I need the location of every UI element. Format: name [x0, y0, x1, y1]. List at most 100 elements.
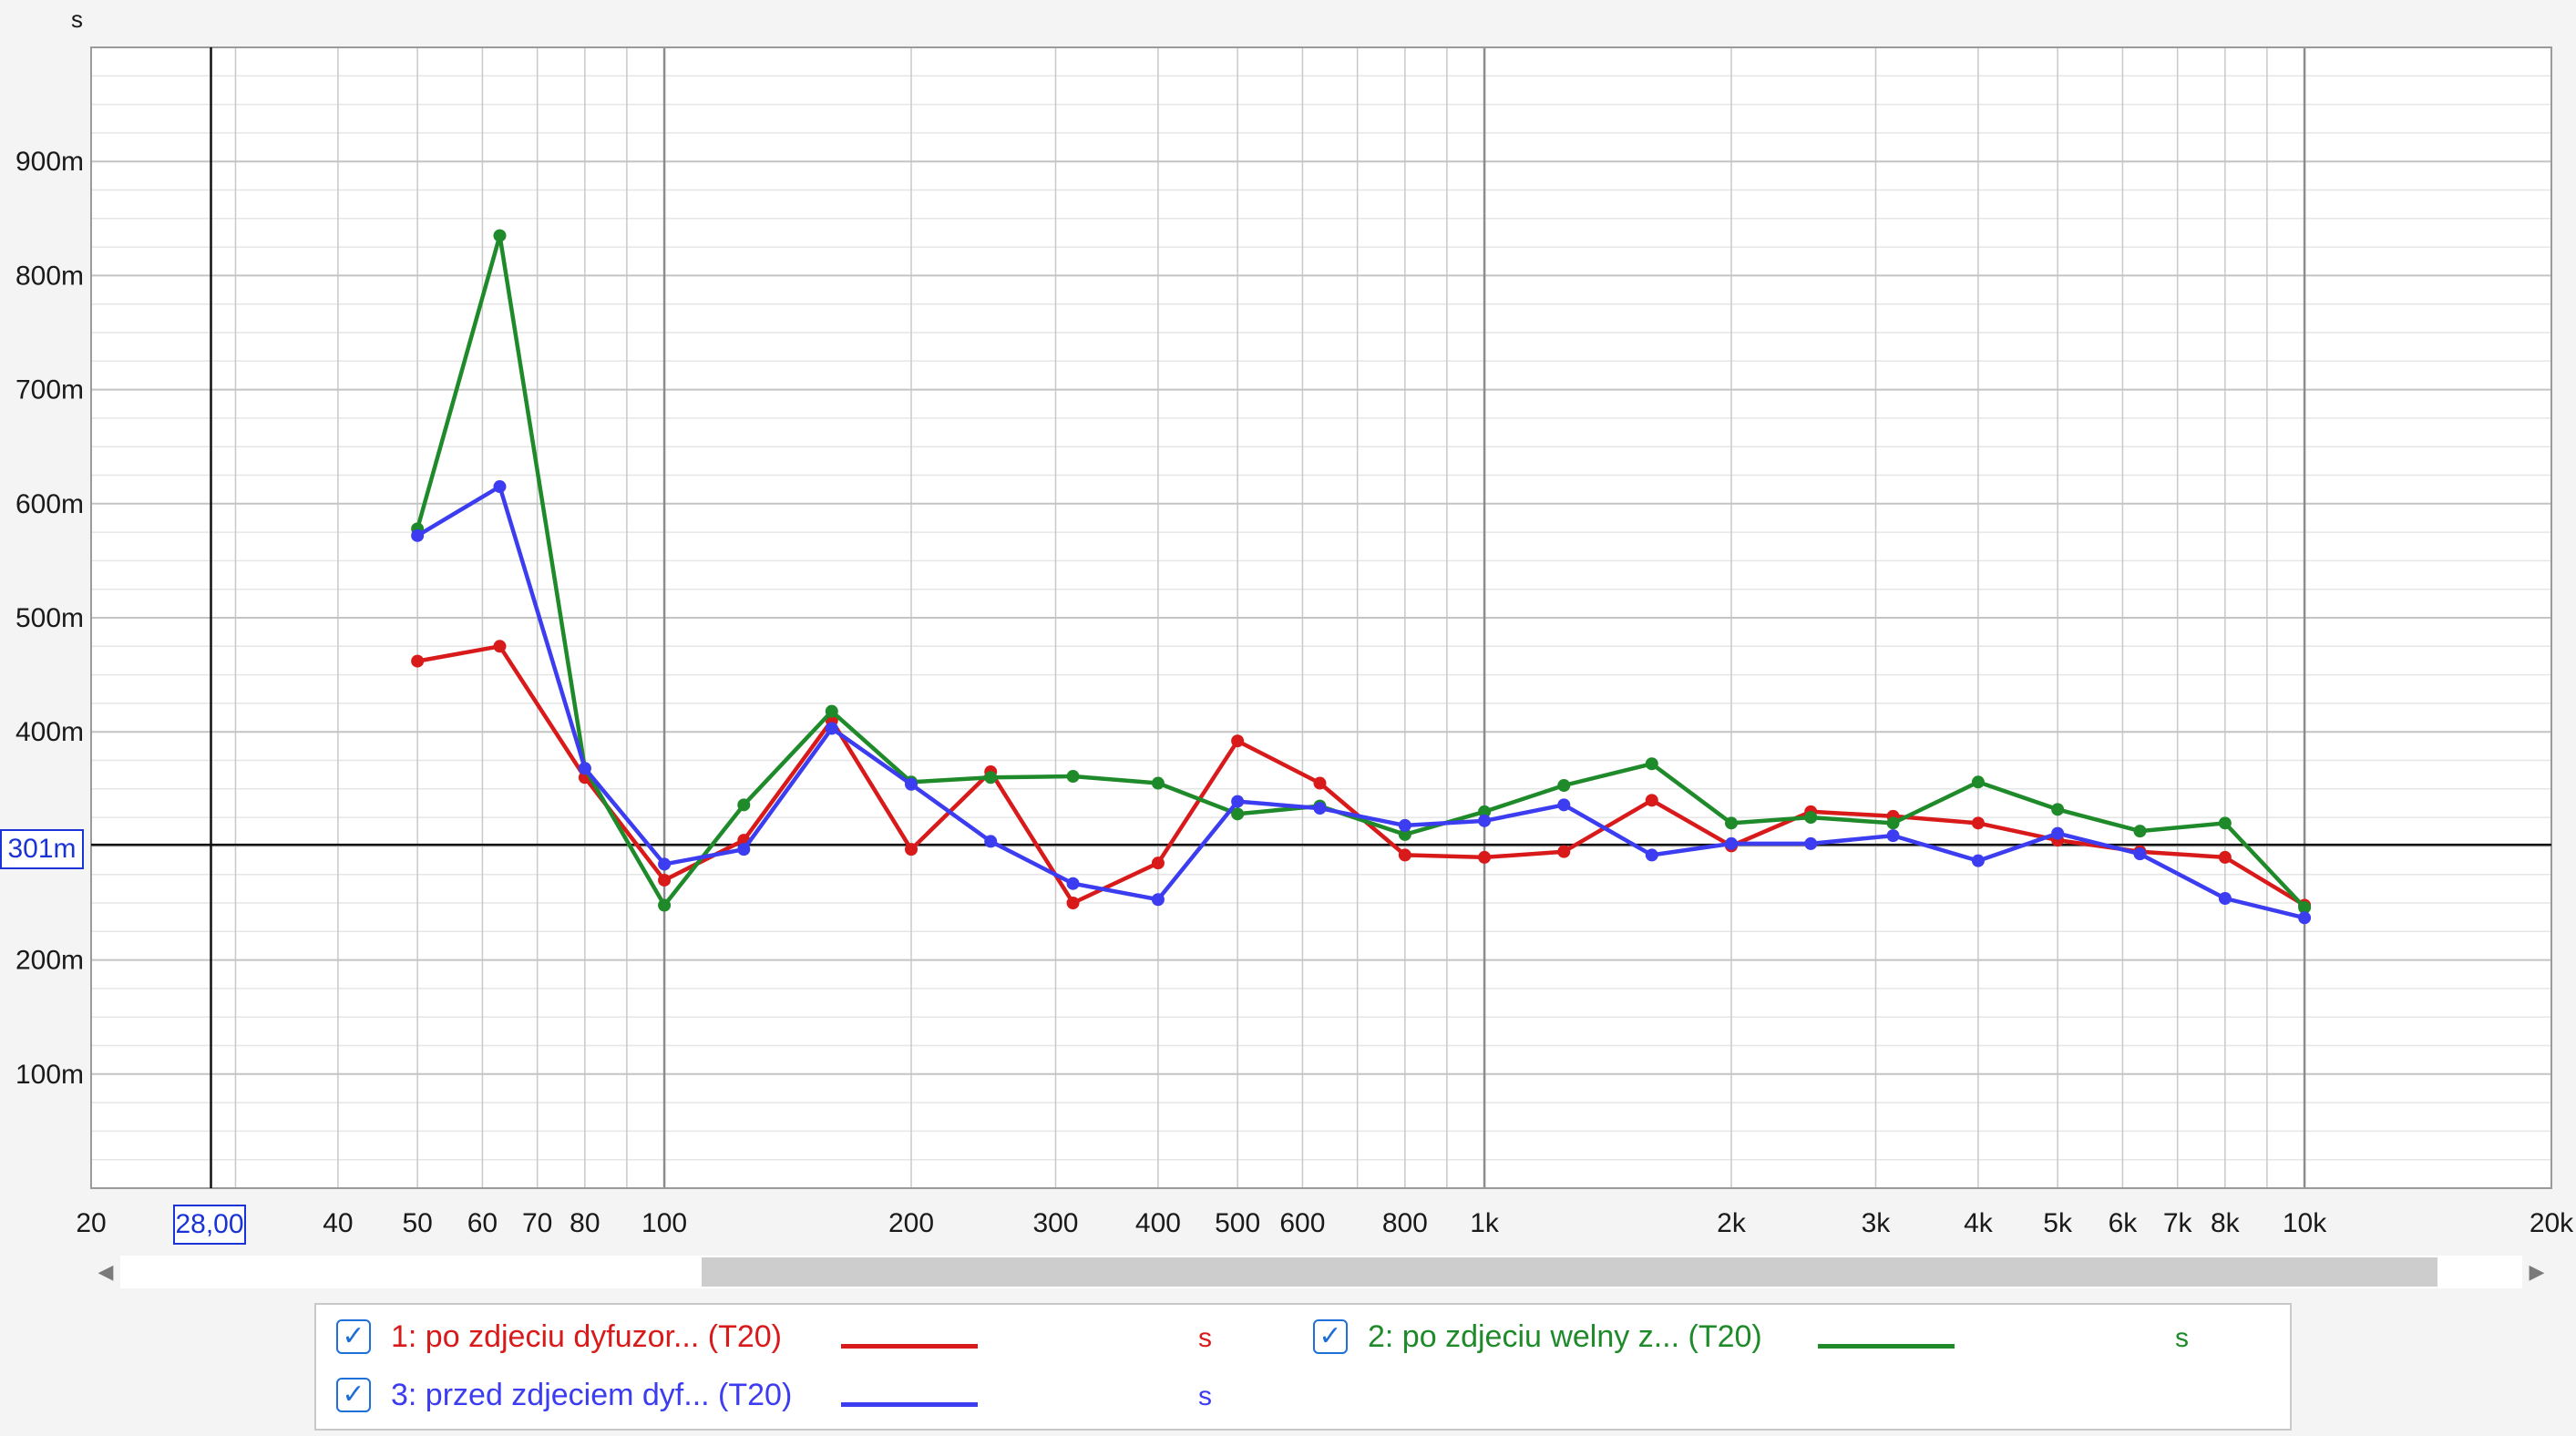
cursor-x-readout[interactable]: 28,00: [173, 1205, 246, 1245]
series-point-1: [1645, 794, 1658, 807]
x-tick-label: 800: [1382, 1208, 1428, 1238]
series-point-2: [1725, 816, 1738, 830]
legend-label: 2: po zdjeciu welny z... (T20): [1368, 1318, 1762, 1354]
series-point-3: [411, 528, 425, 542]
x-tick-label: 20k: [2530, 1208, 2574, 1238]
x-tick-label: 60: [467, 1208, 498, 1238]
series-point-3: [2298, 911, 2312, 925]
series-point-2: [984, 771, 998, 785]
legend-swatch-series-1: [841, 1344, 978, 1349]
x-tick-label: 200: [888, 1208, 934, 1238]
series-layer: [411, 229, 2312, 925]
scroll-thumb[interactable]: [702, 1257, 2437, 1287]
series-point-3: [1557, 798, 1571, 812]
legend-unit: s: [1198, 1381, 1212, 1411]
cursor-crosshair[interactable]: [91, 47, 2551, 1188]
scroll-right-icon[interactable]: ▶: [2529, 1260, 2545, 1283]
x-tick-label: 400: [1135, 1208, 1181, 1238]
series-point-3: [1151, 893, 1165, 907]
series-point-2: [1478, 805, 1492, 818]
x-tick-label: 300: [1032, 1208, 1078, 1238]
y-tick-label: 900m: [15, 147, 84, 177]
series-point-3: [1804, 836, 1818, 850]
x-tick-label: 6k: [2109, 1208, 2139, 1238]
x-tick-label: 80: [570, 1208, 600, 1238]
series-point-2: [1886, 816, 1900, 830]
series-point-3: [1886, 829, 1900, 843]
x-tick-label: 20: [76, 1208, 106, 1238]
series-point-1: [493, 640, 507, 653]
legend-unit: s: [1198, 1323, 1212, 1353]
series-point-3: [1066, 877, 1080, 890]
checkbox-icon[interactable]: ✓: [1313, 1319, 1348, 1354]
x-tick-label: 4k: [1964, 1208, 1994, 1238]
checkbox-icon[interactable]: ✓: [336, 1378, 371, 1412]
series-point-2: [2298, 901, 2312, 915]
series-point-2: [2133, 825, 2147, 838]
series-point-2: [1804, 811, 1818, 825]
series-point-2: [1971, 775, 1985, 789]
y-tick-label: 400m: [15, 717, 84, 747]
y-tick-label: 800m: [15, 261, 84, 291]
y-axis-ticks: 100m 200m 400m 500m 600m 700m 800m 900m: [15, 147, 84, 1090]
legend-swatch-series-3: [841, 1402, 978, 1407]
y-tick-label: 500m: [15, 603, 84, 633]
series-line-3: [416, 484, 2305, 920]
series-point-1: [411, 654, 425, 668]
series-point-2: [1151, 776, 1165, 790]
x-tick-label: 7k: [2163, 1208, 2193, 1238]
x-tick-label: 600: [1279, 1208, 1325, 1238]
series-point-2: [737, 798, 751, 812]
series-point-1: [1557, 845, 1571, 858]
legend-item-series-3[interactable]: ✓ 3: przed zdjeciem dyf... (T20): [336, 1372, 792, 1418]
legend-item-series-1[interactable]: ✓ 1: po zdjeciu dyfuzor... (T20): [336, 1314, 782, 1359]
series-point-1: [1231, 734, 1245, 748]
y-tick-label: 100m: [15, 1060, 84, 1090]
cursor-y-readout[interactable]: 301m: [0, 829, 84, 869]
legend-swatch-series-2: [1818, 1344, 1955, 1349]
series-point-2: [2051, 803, 2065, 816]
series-point-2: [493, 229, 507, 242]
series-point-3: [2218, 891, 2232, 905]
series-point-1: [1151, 856, 1165, 870]
series-point-3: [825, 722, 838, 735]
series-point-1: [2218, 850, 2232, 864]
y-unit-label: s: [71, 5, 83, 33]
series-line-2: [415, 233, 2306, 909]
x-tick-label: 1k: [1470, 1208, 1500, 1238]
series-point-2: [1066, 770, 1080, 784]
series-point-1: [905, 843, 918, 856]
series-point-2: [2218, 816, 2232, 830]
x-tick-label: 70: [522, 1208, 552, 1238]
series-point-3: [1725, 836, 1738, 850]
series-point-1: [1066, 897, 1080, 909]
series-point-3: [1645, 848, 1658, 862]
scroll-left-icon[interactable]: ◀: [97, 1260, 114, 1283]
series-point-3: [1971, 854, 1985, 867]
y-tick-label: 700m: [15, 375, 84, 405]
series-point-1: [1313, 776, 1327, 790]
y-tick-label: 200m: [15, 946, 84, 976]
x-tick-label: 50: [402, 1208, 432, 1238]
series-point-1: [658, 873, 672, 887]
series-point-3: [1231, 795, 1245, 808]
x-tick-label: 8k: [2211, 1208, 2241, 1238]
series-point-3: [2051, 826, 2065, 840]
series-point-2: [1645, 757, 1658, 771]
x-tick-label: 2k: [1717, 1208, 1747, 1238]
series-point-2: [825, 704, 838, 718]
series-point-2: [1231, 807, 1245, 821]
legend-item-series-2[interactable]: ✓ 2: po zdjeciu welny z... (T20): [1313, 1314, 1762, 1359]
series-point-3: [737, 843, 751, 856]
x-axis-ticks: 20 40 50 60 70 80 100 200 300 400 500 600 800 1k 2k 3k 4…: [76, 1208, 2574, 1238]
series-point-2: [1398, 827, 1411, 841]
x-tick-label: 40: [323, 1208, 353, 1238]
x-tick-label: 3k: [1862, 1208, 1892, 1238]
checkbox-icon[interactable]: ✓: [336, 1319, 371, 1354]
series-point-1: [1971, 816, 1985, 830]
horizontal-scrollbar[interactable]: ◀ ▶: [91, 1256, 2551, 1288]
legend: ✓ 1: po zdjeciu dyfuzor... (T20) s ✓ 2: …: [314, 1303, 2292, 1431]
x-tick-label: 500: [1215, 1208, 1260, 1238]
plot-frame: [90, 46, 2552, 1189]
series-point-3: [493, 480, 507, 494]
